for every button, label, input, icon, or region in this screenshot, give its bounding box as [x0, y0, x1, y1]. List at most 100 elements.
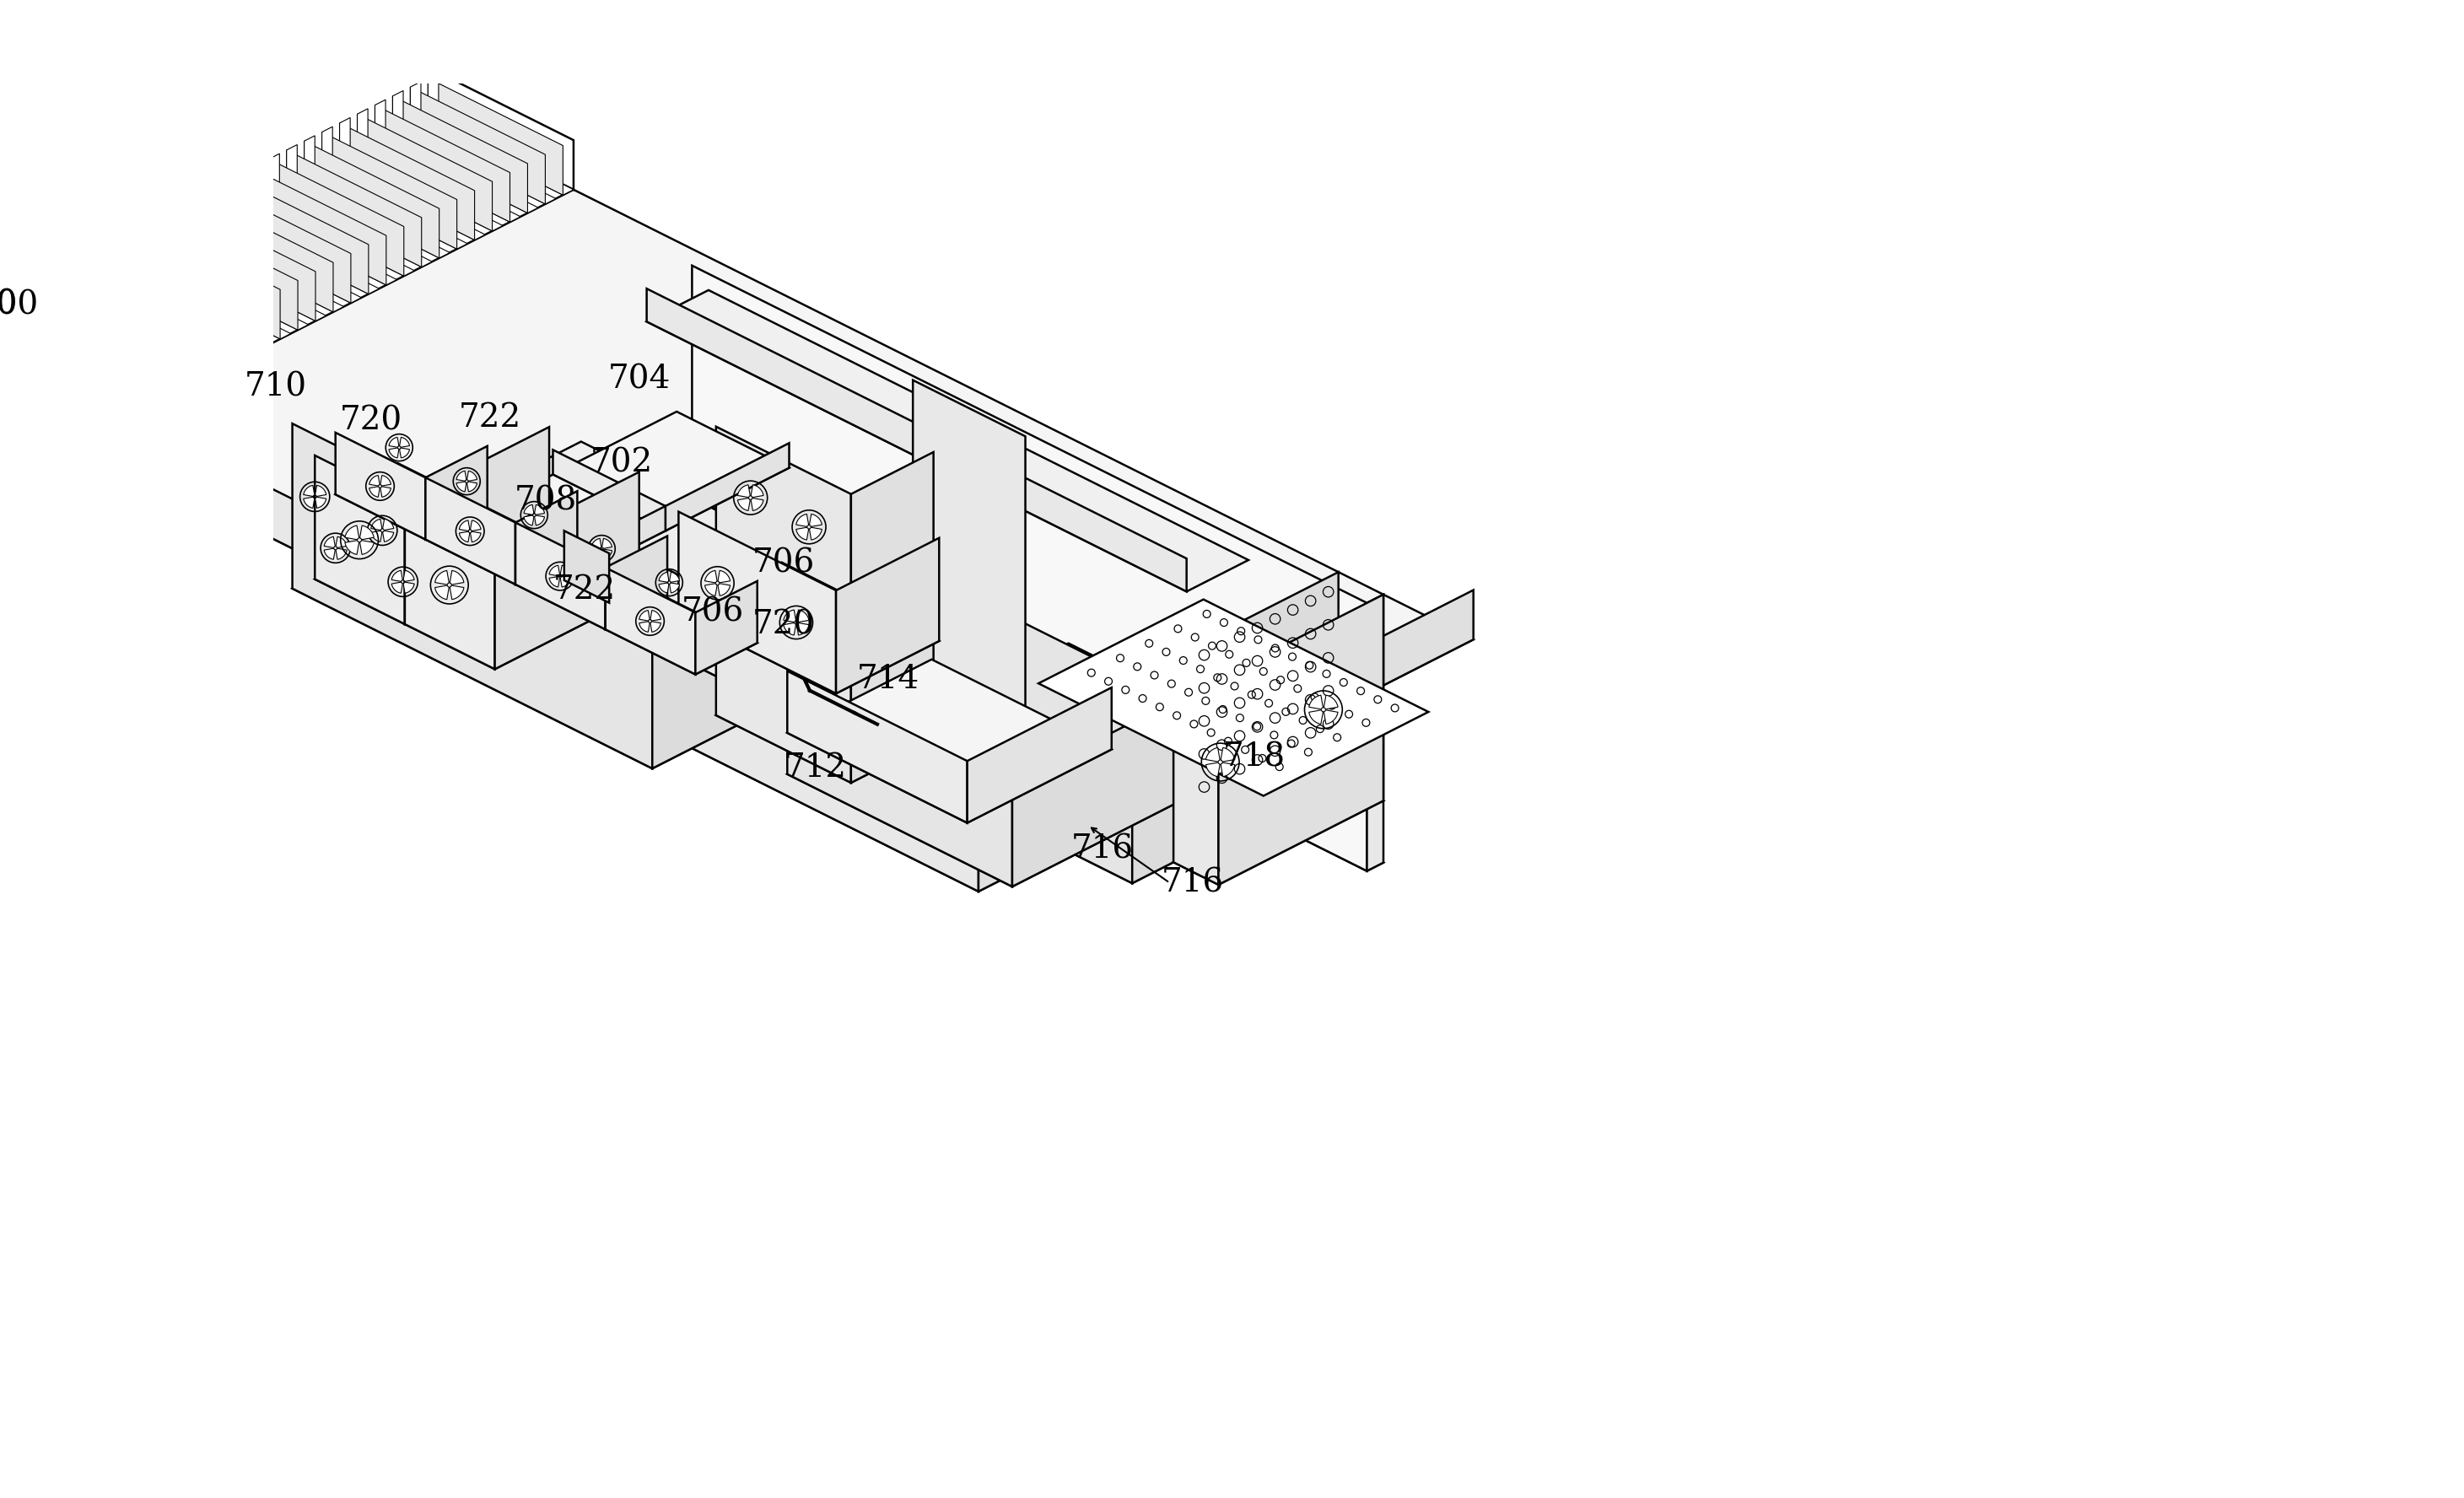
Polygon shape	[39, 276, 175, 392]
Polygon shape	[0, 321, 86, 437]
Polygon shape	[74, 253, 86, 307]
Polygon shape	[392, 91, 404, 145]
Polygon shape	[678, 512, 835, 694]
Polygon shape	[515, 491, 577, 584]
Polygon shape	[816, 647, 890, 683]
Polygon shape	[293, 424, 653, 768]
Polygon shape	[549, 565, 559, 575]
Polygon shape	[286, 195, 431, 267]
Polygon shape	[451, 586, 463, 599]
Polygon shape	[717, 427, 850, 783]
Polygon shape	[1323, 695, 1338, 709]
Polygon shape	[286, 145, 298, 199]
Polygon shape	[591, 538, 601, 548]
Polygon shape	[535, 515, 545, 526]
Polygon shape	[197, 190, 209, 244]
Polygon shape	[717, 673, 934, 783]
Polygon shape	[515, 523, 606, 629]
Polygon shape	[217, 231, 362, 303]
Polygon shape	[335, 463, 488, 539]
Polygon shape	[370, 487, 379, 497]
Polygon shape	[806, 652, 880, 689]
Polygon shape	[404, 571, 414, 581]
Polygon shape	[269, 159, 404, 276]
Polygon shape	[429, 123, 574, 195]
Polygon shape	[717, 571, 729, 583]
Polygon shape	[404, 500, 495, 670]
Polygon shape	[1308, 695, 1323, 709]
Polygon shape	[1323, 710, 1338, 724]
Polygon shape	[0, 312, 103, 428]
Polygon shape	[1205, 762, 1220, 776]
Polygon shape	[451, 475, 665, 583]
Polygon shape	[793, 485, 917, 652]
Polygon shape	[559, 577, 572, 587]
Polygon shape	[180, 249, 325, 321]
Polygon shape	[606, 568, 695, 674]
Polygon shape	[752, 485, 764, 497]
Polygon shape	[379, 487, 392, 497]
Text: 708: 708	[515, 485, 577, 517]
Polygon shape	[1308, 710, 1323, 724]
Polygon shape	[788, 671, 1013, 887]
Polygon shape	[458, 520, 471, 530]
Polygon shape	[357, 109, 367, 163]
Polygon shape	[269, 204, 414, 276]
Polygon shape	[57, 267, 192, 383]
Polygon shape	[399, 437, 409, 448]
Polygon shape	[806, 593, 875, 689]
Text: 718: 718	[1222, 742, 1286, 773]
Polygon shape	[426, 478, 515, 584]
Polygon shape	[429, 78, 562, 195]
Polygon shape	[692, 526, 1382, 870]
Polygon shape	[392, 583, 402, 593]
Polygon shape	[323, 177, 468, 249]
Polygon shape	[163, 208, 172, 262]
Polygon shape	[180, 199, 192, 253]
Polygon shape	[857, 566, 926, 662]
Polygon shape	[1013, 700, 1178, 887]
Polygon shape	[638, 610, 650, 620]
Polygon shape	[1368, 595, 1382, 870]
Polygon shape	[404, 427, 549, 625]
Polygon shape	[515, 553, 668, 629]
Polygon shape	[658, 572, 668, 583]
Polygon shape	[399, 448, 409, 458]
Polygon shape	[79, 190, 1473, 891]
Text: 704: 704	[609, 364, 670, 395]
Polygon shape	[968, 688, 1111, 822]
Text: 716: 716	[1161, 867, 1225, 899]
Polygon shape	[468, 481, 478, 491]
Text: 712: 712	[784, 752, 848, 783]
Polygon shape	[838, 577, 904, 673]
Polygon shape	[379, 475, 392, 485]
Polygon shape	[375, 150, 520, 222]
Polygon shape	[293, 442, 941, 768]
Text: 702: 702	[591, 448, 653, 478]
Polygon shape	[163, 213, 298, 330]
Polygon shape	[128, 226, 138, 280]
Polygon shape	[456, 470, 466, 481]
Polygon shape	[495, 472, 638, 670]
Polygon shape	[392, 571, 402, 581]
Polygon shape	[564, 530, 609, 602]
Polygon shape	[128, 231, 264, 348]
Polygon shape	[559, 565, 572, 575]
Polygon shape	[835, 538, 939, 694]
Polygon shape	[623, 548, 759, 698]
Polygon shape	[197, 240, 345, 312]
Polygon shape	[372, 530, 382, 542]
Polygon shape	[429, 73, 439, 127]
Polygon shape	[91, 294, 237, 366]
Polygon shape	[552, 449, 665, 530]
Polygon shape	[0, 303, 121, 419]
Polygon shape	[91, 249, 227, 366]
Polygon shape	[759, 542, 904, 698]
Polygon shape	[251, 213, 397, 285]
Polygon shape	[436, 586, 448, 599]
Polygon shape	[375, 105, 510, 222]
Polygon shape	[828, 583, 894, 679]
Polygon shape	[74, 258, 209, 374]
Polygon shape	[5, 294, 138, 410]
Polygon shape	[606, 536, 668, 629]
